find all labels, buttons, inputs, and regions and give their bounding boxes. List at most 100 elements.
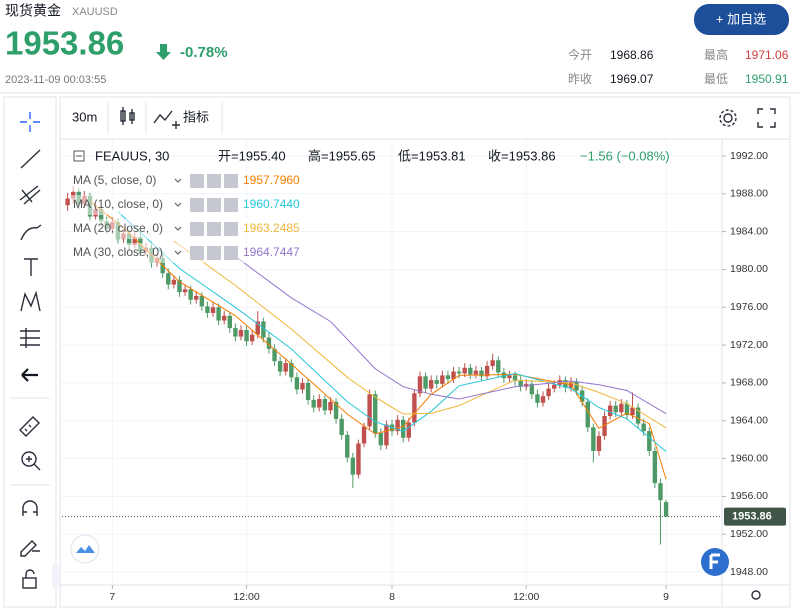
magnet-tool[interactable] bbox=[22, 500, 38, 516]
line-tool[interactable] bbox=[20, 149, 41, 169]
change-percent: -0.78% bbox=[180, 44, 228, 61]
candle-body bbox=[630, 407, 635, 416]
candle-body bbox=[289, 363, 294, 378]
ma-line bbox=[117, 211, 667, 452]
candle-body bbox=[462, 367, 467, 374]
ma-legend-button[interactable] bbox=[207, 246, 221, 260]
candle-body bbox=[166, 273, 171, 285]
ma-legend-button[interactable] bbox=[224, 222, 238, 236]
y-tick-label: 1988.00 bbox=[730, 188, 768, 200]
ma-line bbox=[229, 251, 667, 415]
fib-tool[interactable] bbox=[19, 185, 41, 205]
ma-legend-button[interactable] bbox=[224, 198, 238, 212]
ma-legend-row: MA (10, close, 0) 1960.7440 bbox=[70, 195, 300, 215]
ma-legend-button[interactable] bbox=[224, 174, 238, 188]
y-tick-label: 1980.00 bbox=[730, 263, 768, 275]
candle-body bbox=[356, 443, 361, 475]
settings-icon[interactable] bbox=[723, 113, 733, 123]
lock-draw-tool[interactable] bbox=[20, 540, 40, 557]
lock-tool[interactable] bbox=[25, 569, 35, 578]
candle-body bbox=[322, 399, 328, 411]
widget-button[interactable] bbox=[70, 534, 100, 564]
candle-type-button[interactable] bbox=[120, 107, 135, 125]
ma-legend-button[interactable] bbox=[190, 174, 204, 188]
candle-body bbox=[496, 360, 501, 373]
candle-body bbox=[261, 321, 266, 338]
candle-body bbox=[255, 321, 260, 335]
ma-legend-button[interactable] bbox=[207, 222, 221, 236]
down-arrow bbox=[156, 44, 171, 60]
candle-body bbox=[428, 380, 434, 389]
candle-body bbox=[373, 394, 378, 434]
y-tick-label: 1952.00 bbox=[730, 528, 768, 540]
ma-legend-row: MA (30, close, 0) 1964.7447 bbox=[70, 243, 300, 263]
candle-body bbox=[602, 416, 607, 436]
candle-body bbox=[177, 279, 182, 293]
ma-legend-row: MA (5, close, 0) 1957.7960 bbox=[70, 171, 300, 191]
stat-label: 昨收 bbox=[568, 72, 592, 86]
candle-body bbox=[283, 363, 288, 372]
candle-body bbox=[451, 371, 456, 380]
candle-body bbox=[238, 329, 244, 337]
legend-symbol: FEAUUS, 30 bbox=[95, 148, 169, 163]
measure-tool[interactable] bbox=[20, 328, 40, 348]
brush-tool[interactable] bbox=[20, 224, 42, 241]
crosshair-tool[interactable] bbox=[20, 112, 40, 132]
lock-tool[interactable] bbox=[22, 577, 37, 589]
ruler-tool[interactable] bbox=[19, 416, 40, 437]
candle-body bbox=[585, 401, 590, 428]
ma-legend-name: MA (20, close, 0) bbox=[73, 221, 163, 235]
legend-change: −1.56 (−0.08%) bbox=[580, 148, 670, 163]
last-price-tag bbox=[724, 507, 786, 526]
ma-legend-button[interactable] bbox=[190, 246, 204, 260]
x-tick-label: 12:00 bbox=[513, 591, 539, 603]
candle-body bbox=[529, 383, 535, 395]
candle-body bbox=[468, 367, 473, 375]
text-tool[interactable] bbox=[24, 258, 38, 276]
collapse-legend[interactable] bbox=[73, 150, 85, 162]
candle-body bbox=[132, 237, 137, 245]
back-tool[interactable] bbox=[21, 368, 38, 382]
collapse-handle[interactable] bbox=[52, 565, 59, 587]
candle-body bbox=[233, 328, 238, 337]
ma-legend-button[interactable] bbox=[207, 198, 221, 212]
candle-body bbox=[98, 208, 104, 222]
settings-icon[interactable] bbox=[719, 109, 737, 127]
ma-legend-button[interactable] bbox=[190, 198, 204, 212]
indicator-icon[interactable] bbox=[153, 110, 180, 129]
candle-body bbox=[512, 375, 518, 382]
ma-legend-button[interactable] bbox=[224, 246, 238, 260]
candle-body bbox=[328, 401, 333, 411]
candle-body bbox=[445, 375, 451, 380]
candle-body bbox=[311, 399, 316, 408]
candle-body bbox=[384, 424, 389, 446]
candle-body bbox=[663, 502, 669, 517]
stat-label: 最高 bbox=[704, 47, 728, 62]
indicator-button[interactable]: 指标 bbox=[183, 109, 209, 124]
stat-value: 1968.86 bbox=[610, 48, 654, 62]
ma-legend-chevron bbox=[174, 202, 182, 207]
axis-settings[interactable] bbox=[751, 590, 761, 600]
candle-body bbox=[188, 289, 193, 300]
fullscreen-icon[interactable] bbox=[757, 108, 776, 128]
last-price: 1953.86 bbox=[5, 25, 124, 62]
add-watchlist-label[interactable]: + 加自选 bbox=[716, 11, 766, 26]
pattern-tool[interactable] bbox=[20, 290, 41, 312]
ma-legend-chevron bbox=[174, 250, 182, 255]
ma-legend-button[interactable] bbox=[207, 174, 221, 188]
ma-legend-name: MA (10, close, 0) bbox=[73, 197, 163, 211]
add-watchlist-button[interactable] bbox=[694, 4, 789, 35]
x-tick-label: 7 bbox=[109, 591, 115, 603]
ma-legend-value: 1960.7440 bbox=[243, 197, 300, 211]
zoom-tool[interactable] bbox=[21, 451, 37, 467]
candle-body bbox=[417, 376, 423, 394]
candle-body bbox=[317, 399, 322, 408]
candle-body bbox=[658, 483, 663, 501]
stat-value: 1971.06 bbox=[745, 48, 789, 62]
candle-body bbox=[205, 306, 210, 313]
candle-body bbox=[607, 405, 613, 417]
zoom-tool[interactable] bbox=[26, 456, 41, 471]
ma-legend-button[interactable] bbox=[190, 222, 204, 236]
interval-button[interactable]: 30m bbox=[72, 109, 97, 124]
